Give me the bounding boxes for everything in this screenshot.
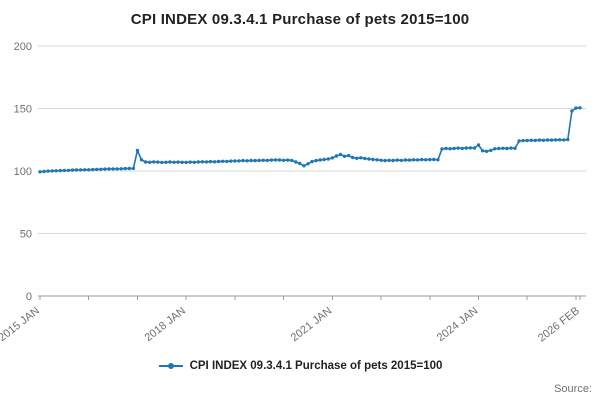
svg-text:0: 0 — [26, 291, 32, 303]
source-label: Source: — [554, 383, 592, 395]
svg-text:100: 100 — [14, 166, 32, 178]
svg-text:2018 JAN: 2018 JAN — [143, 305, 188, 344]
legend-label[interactable]: CPI INDEX 09.3.4.1 Purchase of pets 2015… — [189, 360, 443, 372]
svg-text:2024 JAN: 2024 JAN — [435, 305, 480, 344]
line-chart-plot-area[interactable]: 0 50 100 150 200 2015 JAN 2018 JAN 2021 JAN 2024… — [0, 34, 600, 350]
chart-title: CPI INDEX 09.3.4.1 Purchase of pets 2015… — [130, 11, 470, 28]
svg-text:2015 JAN: 2015 JAN — [0, 305, 42, 344]
svg-text:150: 150 — [14, 104, 32, 116]
svg-text:2021 JAN: 2021 JAN — [289, 305, 334, 344]
svg-text:50: 50 — [20, 229, 32, 241]
legend-line-marker[interactable] — [158, 361, 184, 371]
svg-text:2026 FEB: 2026 FEB — [536, 305, 582, 345]
svg-text:200: 200 — [14, 41, 32, 53]
legend: CPI INDEX 09.3.4.1 Purchase of pets 2015… — [0, 360, 600, 372]
